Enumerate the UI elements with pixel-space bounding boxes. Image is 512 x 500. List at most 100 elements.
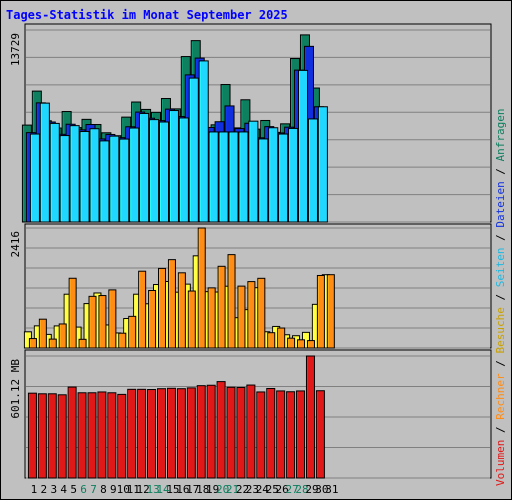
bar-fill (78, 338, 87, 349)
bar-fill (178, 117, 189, 223)
bar (266, 387, 276, 479)
bar-fill (138, 270, 147, 349)
legend-item-dateien: Dateien (494, 181, 507, 227)
bar-fill (297, 339, 306, 349)
bar (158, 267, 167, 349)
bar-fill (89, 128, 100, 223)
bar (128, 315, 137, 349)
bar-fill (248, 120, 259, 223)
bar-fill (129, 127, 140, 223)
chart-title: Tages-Statistik im Monat September 2025 (6, 8, 288, 22)
bar-fill (326, 274, 335, 349)
legend-separator: / (494, 287, 507, 307)
series-rechner (28, 227, 335, 349)
bar (305, 355, 315, 479)
legend-item-rechner: Rechner (494, 373, 507, 420)
bar (47, 393, 57, 479)
bar-fill (167, 259, 176, 349)
bar (237, 285, 246, 349)
max-label: 601.12 MB (9, 359, 22, 419)
x-tick-label: 6 (80, 483, 87, 496)
x-tick-label: 9 (110, 483, 117, 496)
bar (208, 131, 219, 223)
bar (28, 338, 37, 349)
bar-fill (88, 295, 97, 349)
bar (59, 135, 70, 223)
bar-fill (37, 393, 47, 479)
legend: Volumen / Rechner / Besuche / Seiten / D… (494, 108, 507, 486)
x-tick-label: 18 (196, 483, 209, 496)
bar-fill (49, 122, 60, 223)
bar-fill (128, 315, 137, 349)
bar-fill (118, 332, 127, 349)
bar-fill (276, 390, 286, 479)
bar-fill (267, 332, 276, 349)
bar (77, 392, 87, 479)
bar-fill (67, 386, 77, 479)
bar (286, 391, 296, 479)
bar (258, 138, 269, 223)
bar (176, 388, 186, 479)
x-tick-label: 22 (236, 483, 249, 496)
bar (257, 277, 266, 349)
bar-fill (97, 391, 107, 479)
bar-fill (177, 272, 186, 349)
bar-fill (68, 277, 77, 349)
bar (217, 265, 226, 349)
bar-fill (159, 121, 170, 223)
bar (29, 133, 40, 223)
bar-fill (168, 110, 179, 223)
bar (287, 337, 296, 349)
x-axis: 1 2 3 4 5 6 7 8 9 1011121314151617181920212223242… (31, 483, 339, 496)
bar-fill (208, 131, 219, 223)
bar-fill (218, 131, 229, 223)
panel-bottom: 601.12 MB (9, 349, 492, 479)
bar-fill (157, 388, 167, 479)
bar (317, 106, 328, 223)
bar-fill (317, 106, 328, 223)
bar (137, 388, 147, 479)
x-tick-label: 30 (315, 483, 328, 496)
bar (268, 127, 279, 223)
bar-fill (226, 386, 236, 479)
bar (218, 131, 229, 223)
bar (216, 381, 226, 479)
x-tick-label: 16 (176, 483, 189, 496)
bar (98, 295, 107, 349)
x-tick-label: 5 (70, 483, 77, 496)
bar (27, 392, 37, 479)
bar-fill (196, 385, 206, 479)
x-tick-label: 7 (90, 483, 97, 496)
bar-fill (286, 391, 296, 479)
bar (127, 388, 137, 479)
bar (178, 117, 189, 223)
bar (307, 118, 318, 223)
x-tick-label: 10 (117, 483, 130, 496)
x-tick-label: 27 (285, 483, 298, 496)
x-tick-label: 17 (186, 483, 199, 496)
bar (277, 327, 286, 349)
bar (206, 384, 216, 479)
bar (197, 227, 206, 349)
bar (326, 274, 335, 349)
bar (37, 393, 47, 479)
bar (276, 390, 286, 479)
bar-fill (38, 318, 47, 349)
bar-fill (307, 118, 318, 223)
bar (117, 393, 127, 479)
legend-item-besuche: Besuche (494, 307, 507, 353)
panel-middle: 2416 (9, 223, 492, 349)
bar (67, 386, 77, 479)
x-tick-label: 19 (206, 483, 219, 496)
bar (109, 135, 120, 223)
bar (88, 295, 97, 349)
x-tick-label: 21 (226, 483, 239, 496)
legend-text: Volumen / Rechner / Besuche / Seiten / D… (494, 108, 507, 486)
bar (159, 121, 170, 223)
x-tick-label: 26 (276, 483, 289, 496)
x-tick-label: 20 (216, 483, 229, 496)
bar (118, 332, 127, 349)
bar (108, 289, 117, 349)
bar (298, 69, 309, 223)
